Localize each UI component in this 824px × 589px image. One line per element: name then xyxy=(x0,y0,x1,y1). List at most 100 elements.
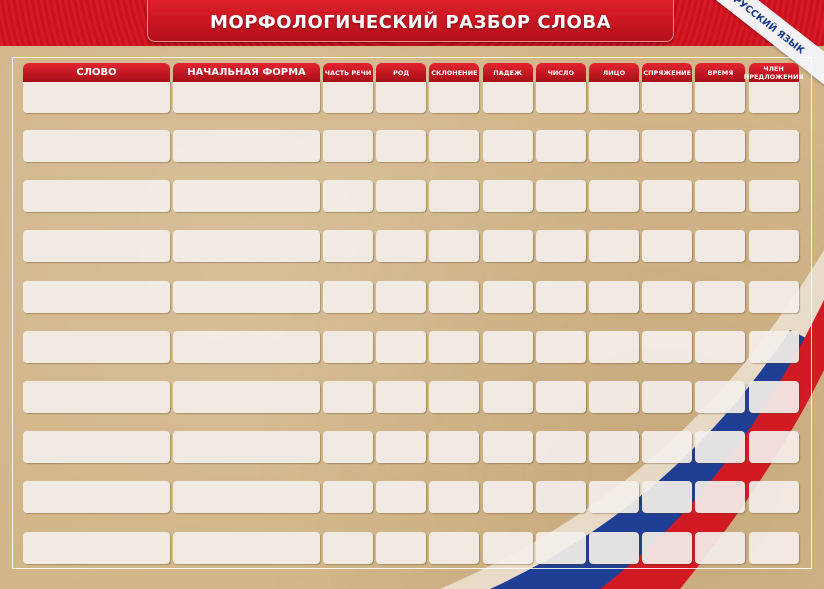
table-cell[interactable] xyxy=(748,481,799,514)
table-cell[interactable] xyxy=(748,431,799,464)
table-cell[interactable] xyxy=(642,330,693,363)
table-cell[interactable] xyxy=(429,82,480,113)
table-cell[interactable] xyxy=(748,180,799,213)
table-cell[interactable] xyxy=(748,280,799,313)
table-cell[interactable] xyxy=(748,330,799,363)
table-cell[interactable] xyxy=(695,431,746,464)
table-cell[interactable] xyxy=(535,481,586,514)
table-cell[interactable] xyxy=(376,431,427,464)
table-cell[interactable] xyxy=(23,531,170,564)
table-cell[interactable] xyxy=(429,230,480,263)
table-cell[interactable] xyxy=(376,82,427,113)
table-cell[interactable] xyxy=(482,82,533,113)
table-cell[interactable] xyxy=(642,381,693,413)
table-cell[interactable] xyxy=(23,381,170,413)
table-cell[interactable] xyxy=(323,531,373,564)
table-cell[interactable] xyxy=(748,381,799,413)
table-cell[interactable] xyxy=(429,381,480,413)
table-cell[interactable] xyxy=(173,82,320,113)
table-cell[interactable] xyxy=(535,330,586,363)
table-cell[interactable] xyxy=(695,230,746,263)
table-cell[interactable] xyxy=(173,180,320,213)
table-cell[interactable] xyxy=(695,330,746,363)
table-cell[interactable] xyxy=(376,481,427,514)
table-cell[interactable] xyxy=(323,280,373,313)
table-cell[interactable] xyxy=(748,130,799,162)
table-cell[interactable] xyxy=(323,481,373,514)
table-cell[interactable] xyxy=(642,230,693,263)
table-cell[interactable] xyxy=(589,381,639,413)
table-cell[interactable] xyxy=(589,230,639,263)
table-cell[interactable] xyxy=(535,381,586,413)
table-cell[interactable] xyxy=(323,381,373,413)
table-cell[interactable] xyxy=(429,280,480,313)
table-cell[interactable] xyxy=(482,431,533,464)
table-cell[interactable] xyxy=(535,230,586,263)
table-cell[interactable] xyxy=(173,330,320,363)
table-cell[interactable] xyxy=(429,481,480,514)
table-cell[interactable] xyxy=(429,180,480,213)
table-cell[interactable] xyxy=(23,230,170,263)
table-cell[interactable] xyxy=(482,280,533,313)
table-cell[interactable] xyxy=(695,180,746,213)
table-cell[interactable] xyxy=(173,280,320,313)
table-cell[interactable] xyxy=(429,431,480,464)
table-cell[interactable] xyxy=(376,381,427,413)
table-cell[interactable] xyxy=(589,180,639,213)
table-cell[interactable] xyxy=(589,481,639,514)
table-cell[interactable] xyxy=(535,280,586,313)
table-cell[interactable] xyxy=(642,531,693,564)
table-cell[interactable] xyxy=(535,431,586,464)
table-cell[interactable] xyxy=(535,180,586,213)
table-cell[interactable] xyxy=(695,82,746,113)
table-cell[interactable] xyxy=(748,531,799,564)
table-cell[interactable] xyxy=(482,230,533,263)
table-cell[interactable] xyxy=(429,330,480,363)
table-cell[interactable] xyxy=(323,180,373,213)
table-cell[interactable] xyxy=(23,130,170,162)
table-cell[interactable] xyxy=(376,330,427,363)
table-cell[interactable] xyxy=(23,481,170,514)
table-cell[interactable] xyxy=(535,531,586,564)
table-cell[interactable] xyxy=(695,381,746,413)
table-cell[interactable] xyxy=(695,531,746,564)
table-cell[interactable] xyxy=(642,280,693,313)
table-cell[interactable] xyxy=(748,82,799,113)
table-cell[interactable] xyxy=(695,481,746,514)
table-cell[interactable] xyxy=(429,130,480,162)
table-cell[interactable] xyxy=(23,180,170,213)
table-cell[interactable] xyxy=(23,330,170,363)
table-cell[interactable] xyxy=(748,230,799,263)
table-cell[interactable] xyxy=(482,330,533,363)
table-cell[interactable] xyxy=(695,130,746,162)
table-cell[interactable] xyxy=(482,531,533,564)
table-cell[interactable] xyxy=(173,130,320,162)
table-cell[interactable] xyxy=(535,130,586,162)
table-cell[interactable] xyxy=(642,481,693,514)
table-cell[interactable] xyxy=(376,130,427,162)
table-cell[interactable] xyxy=(695,280,746,313)
table-cell[interactable] xyxy=(642,82,693,113)
table-cell[interactable] xyxy=(589,431,639,464)
table-cell[interactable] xyxy=(589,330,639,363)
table-cell[interactable] xyxy=(173,531,320,564)
table-cell[interactable] xyxy=(642,431,693,464)
table-cell[interactable] xyxy=(173,381,320,413)
table-cell[interactable] xyxy=(323,230,373,263)
table-cell[interactable] xyxy=(535,82,586,113)
table-cell[interactable] xyxy=(323,82,373,113)
table-cell[interactable] xyxy=(323,431,373,464)
table-cell[interactable] xyxy=(173,431,320,464)
table-cell[interactable] xyxy=(23,280,170,313)
table-cell[interactable] xyxy=(376,180,427,213)
table-cell[interactable] xyxy=(376,280,427,313)
table-cell[interactable] xyxy=(429,531,480,564)
table-cell[interactable] xyxy=(323,130,373,162)
table-cell[interactable] xyxy=(642,180,693,213)
table-cell[interactable] xyxy=(173,481,320,514)
table-cell[interactable] xyxy=(23,82,170,113)
table-cell[interactable] xyxy=(482,481,533,514)
table-cell[interactable] xyxy=(173,230,320,263)
table-cell[interactable] xyxy=(23,431,170,464)
table-cell[interactable] xyxy=(482,180,533,213)
